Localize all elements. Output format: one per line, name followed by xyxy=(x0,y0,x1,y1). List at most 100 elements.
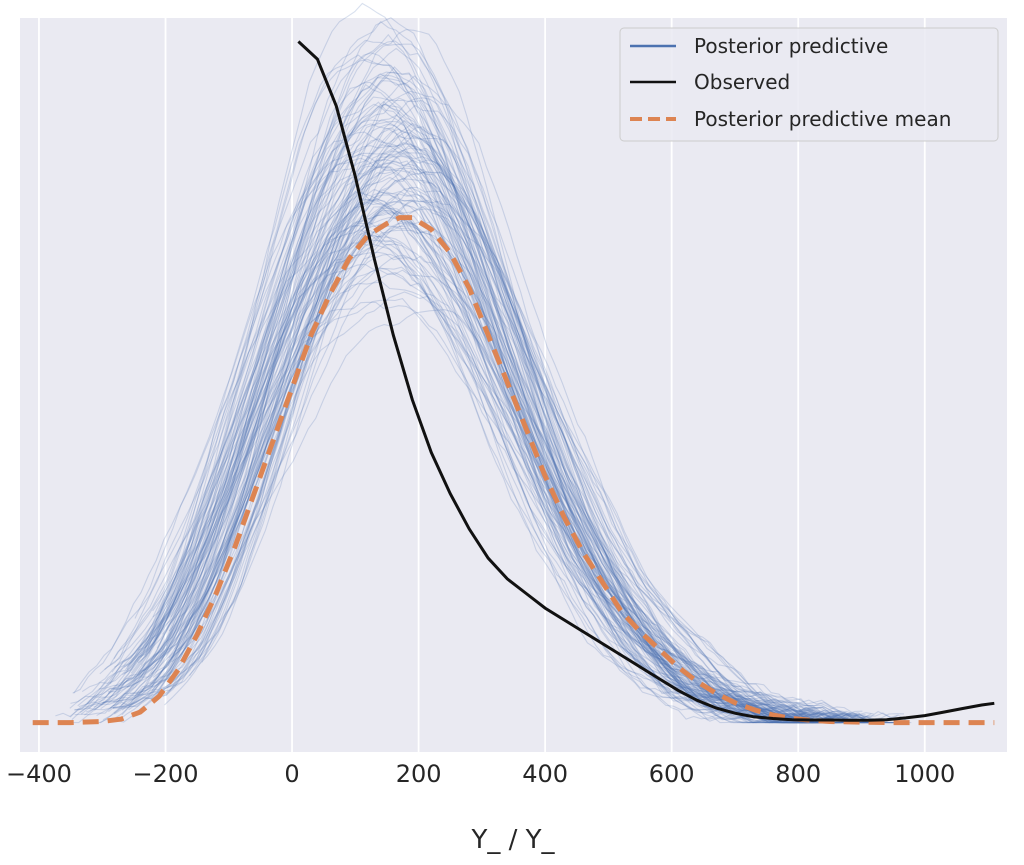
posterior-predictive-draw xyxy=(111,126,872,724)
posterior-predictive-draw xyxy=(101,199,816,709)
posterior-predictive-draw xyxy=(112,167,812,723)
posterior-predictive-draw xyxy=(128,205,843,723)
posterior-predictive-draw xyxy=(162,134,877,724)
posterior-predictive-draw xyxy=(69,96,814,724)
posterior-predictive-draw xyxy=(130,120,808,724)
posterior-predictive-draw xyxy=(70,207,876,724)
x-axis-label: Y_ / Y_ xyxy=(470,825,555,855)
observed-layer xyxy=(297,40,995,722)
x-tick-label: 1000 xyxy=(894,760,955,788)
posterior-predictive-draw xyxy=(99,142,829,724)
legend-label-observed: Observed xyxy=(694,70,790,94)
posterior-predictive-draw xyxy=(137,160,852,717)
posterior-predictive-draw xyxy=(102,193,893,724)
x-tick-labels: −400 −200 0 200 400 600 800 1000 xyxy=(6,760,955,788)
posterior-predictive-draw xyxy=(63,153,823,724)
posterior-predictive-draw xyxy=(144,147,829,724)
posterior-predictive-draw xyxy=(86,229,817,724)
posterior-predictive-draw xyxy=(144,199,851,720)
posterior-predictive-draw xyxy=(137,169,844,724)
posterior-predictive-draw xyxy=(114,90,905,724)
posterior-predictive-draw xyxy=(85,188,868,724)
posterior-predictive-draw xyxy=(102,97,878,724)
posterior-predictive-draw xyxy=(74,251,796,724)
posterior-predictive-draw xyxy=(156,190,803,721)
posterior-predictive-draw xyxy=(148,158,818,724)
posterior-predictive-draw xyxy=(112,71,835,724)
posterior-predictive-draw xyxy=(140,100,832,720)
posterior-predictive-draw xyxy=(104,190,849,724)
posterior-predictive-draw xyxy=(114,263,806,719)
posterior-predictive-mean-layer xyxy=(32,215,995,726)
posterior-predictive-draw xyxy=(107,114,898,724)
legend-box xyxy=(619,27,999,142)
posterior-predictive-draw xyxy=(74,220,797,721)
posterior-predictive-draw xyxy=(120,128,842,724)
posterior-predictive-draw xyxy=(93,216,808,724)
posterior-predictive-draw xyxy=(116,176,846,724)
posterior-predictive-draw xyxy=(185,29,832,724)
x-tick-label: 600 xyxy=(649,760,695,788)
posterior-predictive-draw xyxy=(123,239,808,718)
posterior-predictive-draw xyxy=(113,200,850,724)
posterior-predictive-draw xyxy=(88,171,795,724)
posterior-predictive-draw xyxy=(80,103,841,724)
posterior-predictive-draw xyxy=(159,297,859,724)
posterior-predictive-draw xyxy=(77,206,815,719)
posterior-predictive-draw xyxy=(109,301,824,716)
posterior-predictive-draw xyxy=(74,123,804,724)
legend: Posterior predictive Observed Posterior … xyxy=(619,27,999,142)
posterior-predictive-draw xyxy=(140,150,817,723)
posterior-predictive-draw xyxy=(152,47,898,724)
posterior-predictive-draw xyxy=(128,66,820,724)
posterior-predictive-draw xyxy=(137,152,875,721)
posterior-predictive-draw xyxy=(152,143,860,724)
posterior-predictive-draw xyxy=(160,187,906,724)
x-tick-label: 400 xyxy=(522,760,568,788)
posterior-predictive-draw xyxy=(123,281,831,715)
posterior-predictive-draw xyxy=(164,97,894,724)
posterior-predictive-draw xyxy=(174,40,828,724)
posterior-predictive-draw xyxy=(166,149,912,724)
posterior-predictive-draw xyxy=(98,208,821,712)
posterior-predictive-draw xyxy=(78,253,831,724)
posterior-predictive-draw xyxy=(126,2,818,724)
posterior-predictive-draw xyxy=(170,128,900,724)
posterior-predictive-draw xyxy=(121,71,806,724)
posterior-predictive-draw xyxy=(111,198,872,724)
posterior-predictive-draw xyxy=(127,167,819,724)
posterior-predictive-draw xyxy=(150,225,828,720)
posterior-predictive-draw xyxy=(134,145,834,723)
posterior-predictive-draw xyxy=(69,54,837,724)
legend-label-posterior-predictive: Posterior predictive xyxy=(694,34,888,58)
posterior-predictive-draw xyxy=(136,267,798,716)
posterior-predictive-draw xyxy=(122,39,806,724)
posterior-predictive-draw xyxy=(170,135,878,724)
x-tick-label: 800 xyxy=(775,760,821,788)
posterior-predictive-draw xyxy=(109,157,840,724)
posterior-predictive-draw xyxy=(120,178,820,724)
posterior-predictive-draw xyxy=(108,122,906,724)
posterior-predictive-draw xyxy=(121,171,874,724)
posterior-predictive-draw xyxy=(96,77,871,724)
posterior-predictive-draw xyxy=(112,201,843,724)
posterior-predictive-draw xyxy=(149,225,818,724)
observed-line xyxy=(297,40,995,722)
x-tick-label: 0 xyxy=(284,760,299,788)
posterior-predictive-draw xyxy=(168,291,823,724)
posterior-predictive-draw xyxy=(147,229,885,724)
posterior-predictive-draw xyxy=(100,128,861,724)
posterior-predictive-draw xyxy=(140,198,818,724)
posterior-predictive-draw xyxy=(189,186,896,724)
posterior-predictive-draw xyxy=(142,266,812,724)
posterior-predictive-draw xyxy=(152,83,776,721)
posterior-predictive-draw xyxy=(99,201,829,718)
posterior-predictive-draw xyxy=(183,159,846,717)
posterior-predictive-draw xyxy=(108,103,823,724)
posterior-predictive-draw xyxy=(73,191,773,717)
posterior-predictive-draw xyxy=(167,20,837,724)
posterior-predictive-draw xyxy=(144,155,836,724)
x-tick-label: −400 xyxy=(6,760,72,788)
posterior-predictive-draw xyxy=(55,231,815,724)
